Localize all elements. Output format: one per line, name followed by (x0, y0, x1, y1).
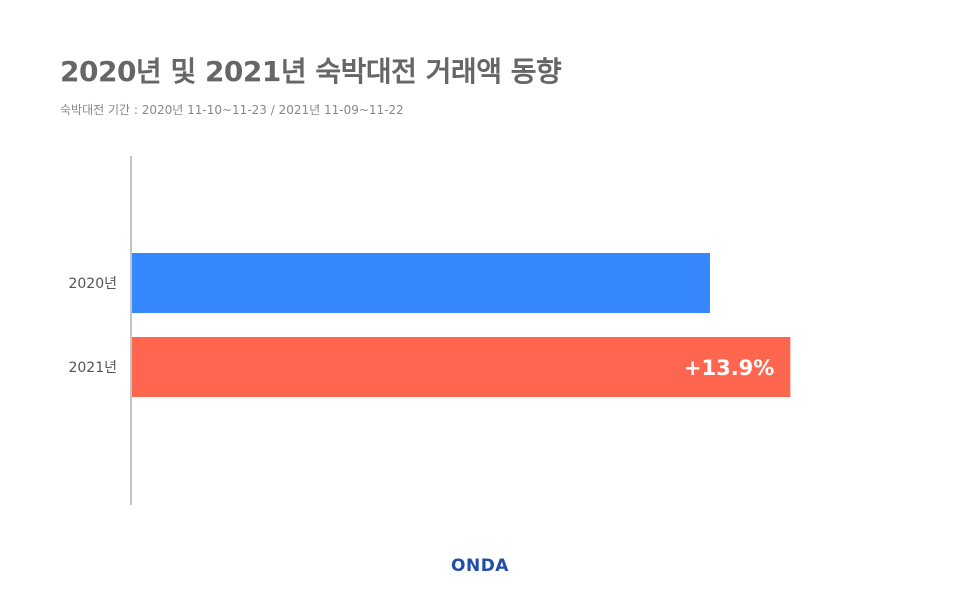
onda-logo: ONDA (451, 556, 509, 576)
category-label: 2021년 (68, 360, 117, 376)
bar-1 (132, 253, 710, 313)
category-label: 2020년 (68, 276, 117, 292)
chart-subtitle: 숙박대전 기간 : 2020년 11-10~11-23 / 2021년 11-0… (60, 103, 404, 117)
chart-title: 2020년 및 2021년 숙박대전 거래액 동향 (60, 55, 562, 88)
bar-2 (132, 337, 791, 397)
data-label: +13.9% (684, 356, 774, 380)
